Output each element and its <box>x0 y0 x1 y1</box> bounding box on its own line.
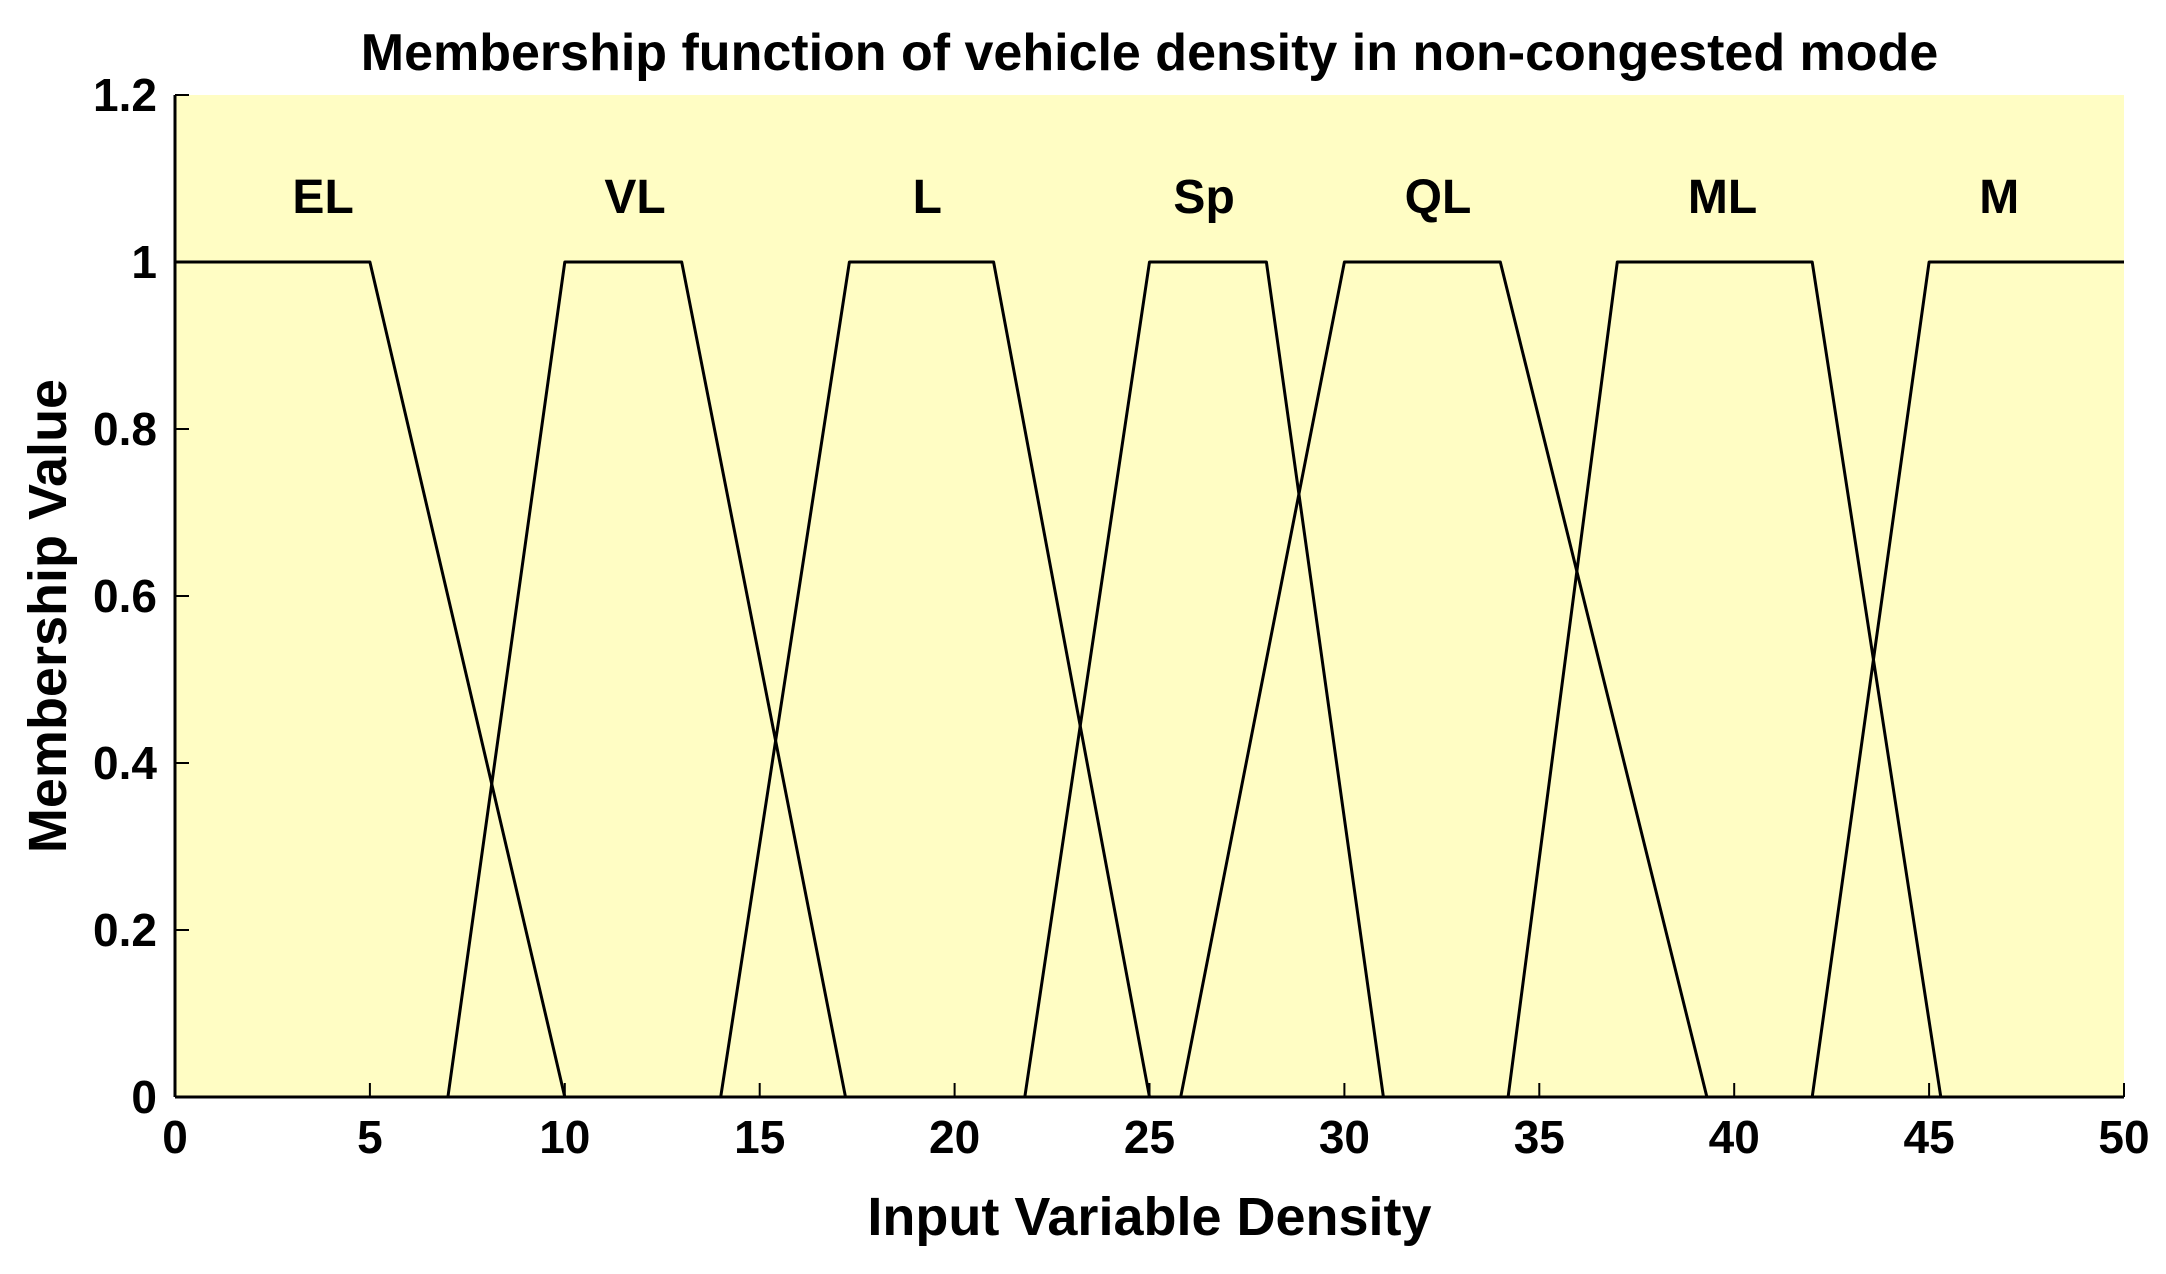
y-tick-label: 1 <box>131 236 157 288</box>
mf-label-ml: ML <box>1688 171 1757 224</box>
mf-line-ql <box>1179 260 1709 1098</box>
y-tick-label: 0.6 <box>93 570 157 622</box>
series-layer <box>175 260 2124 1098</box>
x-tick-label: 25 <box>1124 1111 1175 1163</box>
mf-line-vl <box>446 260 847 1098</box>
y-tick-label: 0.8 <box>93 403 157 455</box>
mf-label-ql: QL <box>1405 171 1472 224</box>
x-tick-layer: 0 5 10 15 20 25 30 35 40 45 50 <box>162 1083 2150 1163</box>
mf-line-ml <box>1506 260 1943 1098</box>
plot-background <box>175 95 2124 1097</box>
mf-label-vl: VL <box>604 171 665 224</box>
y-tick-label: 0 <box>131 1071 157 1123</box>
x-tick-label: 20 <box>929 1111 980 1163</box>
mf-line-sp <box>1023 260 1385 1098</box>
y-tick-label: 0.2 <box>93 904 157 956</box>
x-tick-label: 0 <box>162 1111 188 1163</box>
mf-label-l: L <box>913 171 942 224</box>
mf-label-m: M <box>1979 171 2019 224</box>
mf-label-layer: EL VL L Sp QL ML M <box>292 171 2019 224</box>
y-tick-label: 1.2 <box>93 69 157 121</box>
x-tick-label: 35 <box>1514 1111 1565 1163</box>
x-tick-label: 10 <box>539 1111 590 1163</box>
x-tick-label: 45 <box>1904 1111 1955 1163</box>
chart-title: Membership function of vehicle density i… <box>361 24 1939 82</box>
x-tick-label: 30 <box>1319 1111 1370 1163</box>
mf-line-el <box>175 260 567 1098</box>
mf-label-el: EL <box>292 171 353 224</box>
x-axis-label: Input Variable Density <box>867 1187 1431 1247</box>
mf-line-m <box>1810 260 2124 1098</box>
y-tick-label: 0.4 <box>93 737 157 789</box>
x-tick-label: 50 <box>2098 1111 2149 1163</box>
x-tick-label: 5 <box>357 1111 383 1163</box>
mf-label-sp: Sp <box>1173 171 1234 224</box>
x-tick-label: 15 <box>734 1111 785 1163</box>
mf-line-l <box>719 260 1151 1098</box>
x-tick-label: 40 <box>1709 1111 1760 1163</box>
y-tick-layer: 0 0.2 0.4 0.6 0.8 1 1.2 <box>93 69 189 1123</box>
y-axis-label: Membership Value <box>18 379 78 853</box>
